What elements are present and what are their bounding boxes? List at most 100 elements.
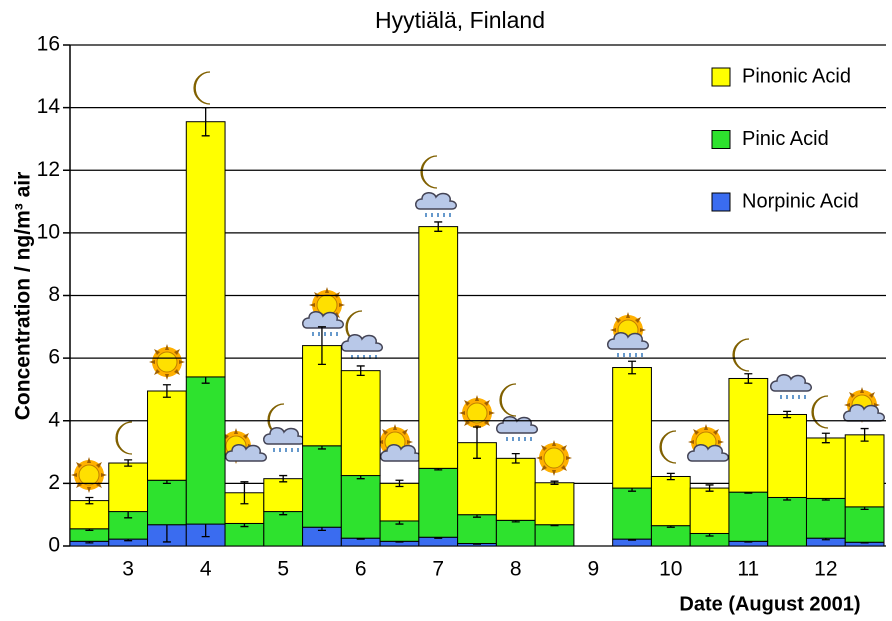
bar-segment <box>805 437 846 499</box>
weather-icon <box>811 395 829 429</box>
error-bar <box>201 106 210 137</box>
bar-segment <box>728 491 769 542</box>
error-bar <box>783 410 792 419</box>
bar-segment <box>805 497 846 539</box>
bar-segment <box>650 525 691 547</box>
bar-segment <box>185 121 226 378</box>
error-bar-line <box>434 221 443 232</box>
x-tick-label: 11 <box>737 558 759 581</box>
legend-swatch <box>711 67 731 87</box>
y-tick-label: 8 <box>48 283 60 306</box>
bar-segment <box>612 487 652 540</box>
legend-swatch <box>711 192 731 212</box>
weather-icon <box>535 439 573 477</box>
error-bar-line <box>162 384 171 398</box>
bar-segment <box>495 519 536 547</box>
weather-icon <box>115 421 133 455</box>
error-bar <box>162 384 171 398</box>
error-bar <box>85 496 94 505</box>
bar-segment <box>457 514 497 544</box>
bar-segment <box>418 226 459 469</box>
error-bar <box>240 481 249 505</box>
legend-label: Pinonic Acid <box>742 65 851 87</box>
weather-icon <box>495 415 539 434</box>
error-bar-line <box>395 479 404 488</box>
weather-icon <box>617 352 643 358</box>
bar-segment <box>263 511 304 547</box>
error-bar-line <box>201 106 210 137</box>
error-bar-line <box>821 432 830 444</box>
bar-segment <box>379 482 420 522</box>
x-tick-label: 7 <box>432 558 444 581</box>
weather-icon <box>499 383 517 417</box>
x-tick-label: 12 <box>814 558 837 581</box>
y-tick-label: 14 <box>37 95 61 118</box>
bar-segment <box>302 445 342 528</box>
weather-icon <box>780 394 806 400</box>
bar-segment <box>147 479 187 526</box>
error-bar <box>666 472 675 481</box>
error-bar <box>473 426 481 459</box>
bar-segment <box>844 506 885 543</box>
bar-segment <box>340 475 381 539</box>
y-tick-label: 4 <box>48 408 60 431</box>
error-bar <box>434 221 443 232</box>
x-tick-label: 8 <box>510 558 522 581</box>
bar-segment <box>534 524 575 547</box>
error-bar-line <box>744 373 753 384</box>
error-bar <box>744 373 753 384</box>
weather-icon <box>70 456 108 494</box>
error-bar-line <box>666 472 675 481</box>
y-tick-label: 10 <box>37 220 60 243</box>
error-bar <box>356 365 365 376</box>
legend-label: Norpinic Acid <box>742 190 859 212</box>
bar-segment <box>534 482 575 526</box>
bar-segment <box>689 487 730 534</box>
bar-segment <box>844 434 885 508</box>
x-tick-label: 4 <box>200 558 212 581</box>
error-bar-line <box>473 426 481 459</box>
x-tick-label: 6 <box>355 558 367 581</box>
weather-icon <box>262 426 306 445</box>
bar-segment <box>69 500 110 530</box>
error-bar-line <box>124 459 133 467</box>
x-axis-label: Date (August 2001) <box>679 593 860 615</box>
x-tick-label: 9 <box>587 558 599 581</box>
error-bar <box>705 484 714 492</box>
weather-icon <box>420 155 438 189</box>
y-tick-label: 6 <box>48 346 60 369</box>
y-tick-label: 0 <box>48 534 60 557</box>
y-tick-label: 2 <box>48 471 60 494</box>
weather-icon <box>506 436 532 442</box>
error-bar <box>511 452 520 464</box>
bar-segment <box>612 367 652 489</box>
y-tick-label: 12 <box>37 158 60 181</box>
error-bar-line <box>511 452 520 464</box>
weather-icon <box>312 331 338 337</box>
error-bar <box>279 474 288 483</box>
error-bar-line <box>705 484 714 492</box>
error-bar <box>821 432 830 444</box>
weather-icon <box>769 373 813 392</box>
error-bar-line <box>85 496 94 505</box>
error-bar-line <box>356 365 365 376</box>
weather-icon <box>414 191 458 210</box>
bar-segment <box>767 413 807 498</box>
x-tick-label: 10 <box>659 558 682 581</box>
bar-segment <box>767 496 807 547</box>
error-bar <box>124 459 133 467</box>
weather-icon <box>732 338 750 372</box>
error-bar <box>550 480 559 485</box>
weather-icon <box>273 447 299 453</box>
error-bar <box>628 360 637 375</box>
chart-title: Hyytiälä, Finland <box>375 7 545 33</box>
bar-segment <box>728 377 769 493</box>
x-tick-label: 3 <box>122 558 134 581</box>
error-bar <box>860 427 869 442</box>
error-bar <box>395 479 404 488</box>
bar-segment <box>340 370 381 477</box>
bar-segment <box>147 390 187 481</box>
bar-segment <box>185 376 226 525</box>
error-bar-line <box>550 480 559 485</box>
